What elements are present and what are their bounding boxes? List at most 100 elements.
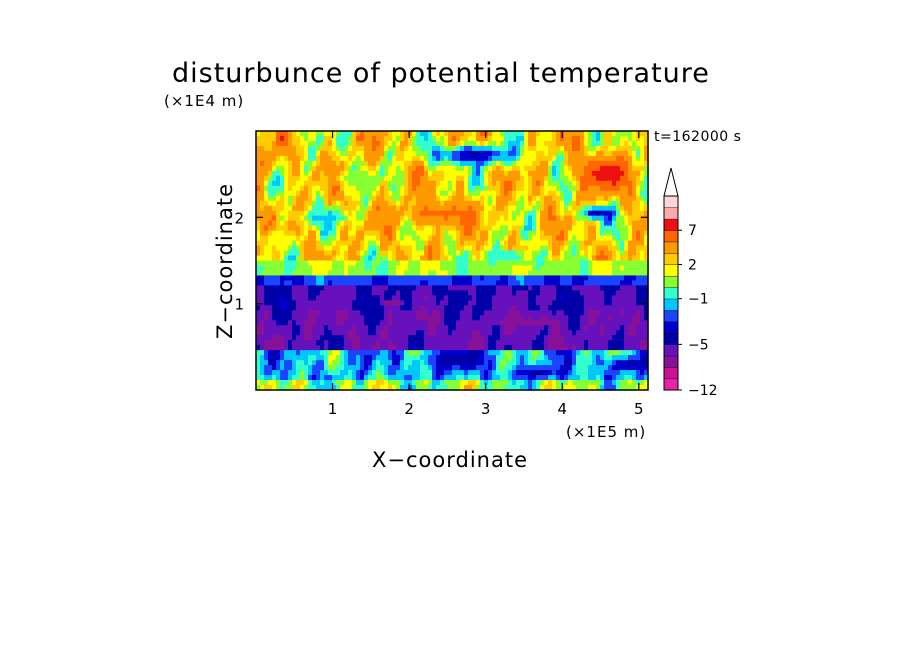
heatmap-cell — [428, 280, 433, 286]
heatmap-cell — [544, 250, 549, 257]
heatmap-cell — [496, 210, 501, 217]
heatmap-cell — [284, 305, 289, 311]
heatmap-cell — [352, 380, 357, 386]
heatmap-cell — [508, 315, 513, 321]
heatmap-cell — [476, 265, 481, 272]
heatmap-cell — [628, 215, 633, 222]
heatmap-cell — [488, 205, 493, 212]
heatmap-cell — [400, 335, 405, 341]
heatmap-cell — [496, 330, 501, 336]
heatmap-cell — [284, 285, 289, 291]
heatmap-cell — [592, 160, 597, 167]
heatmap-cell — [548, 230, 553, 237]
heatmap-cell — [568, 235, 573, 242]
heatmap-cell — [256, 275, 261, 282]
heatmap-cell — [564, 165, 569, 172]
heatmap-cell — [584, 180, 589, 187]
heatmap-cell — [564, 280, 569, 286]
heatmap-cell — [416, 365, 421, 371]
heatmap-cell — [416, 340, 421, 346]
heatmap-cell — [376, 225, 381, 232]
heatmap-cell — [580, 140, 585, 147]
heatmap-cell — [312, 370, 317, 376]
heatmap-cell — [608, 145, 613, 152]
heatmap-cell — [532, 305, 537, 311]
heatmap-cell — [616, 365, 621, 371]
heatmap-cell — [488, 190, 493, 197]
heatmap-cell — [284, 240, 289, 247]
heatmap-cell — [284, 345, 289, 351]
heatmap-cell — [268, 185, 273, 192]
heatmap-cell — [452, 145, 457, 152]
heatmap-cell — [556, 360, 561, 366]
heatmap-cell — [428, 320, 433, 326]
heatmap-cell — [284, 300, 289, 306]
heatmap-cell — [376, 360, 381, 366]
heatmap-cell — [272, 330, 277, 336]
heatmap-cell — [328, 205, 333, 212]
heatmap-cell — [556, 380, 561, 386]
heatmap-cell — [640, 290, 645, 296]
heatmap-cell — [640, 260, 645, 267]
heatmap-cell — [268, 275, 273, 282]
heatmap-cell — [564, 305, 569, 311]
heatmap-cell — [272, 370, 277, 376]
heatmap-cell — [576, 240, 581, 247]
heatmap-cell — [556, 160, 561, 167]
heatmap-cell — [560, 180, 565, 187]
heatmap-cell — [520, 150, 525, 157]
heatmap-cell — [604, 350, 609, 356]
heatmap-cell — [432, 210, 437, 217]
heatmap-cell — [620, 185, 625, 192]
heatmap-cell — [572, 310, 577, 316]
heatmap-cell — [452, 215, 457, 222]
heatmap-cell — [412, 330, 417, 336]
heatmap-cell — [484, 370, 489, 376]
heatmap-cell — [624, 225, 629, 232]
heatmap-cell — [612, 255, 617, 262]
heatmap-cell — [408, 165, 413, 172]
heatmap-cell — [532, 270, 537, 277]
heatmap-cell — [644, 200, 649, 207]
heatmap-cell — [516, 150, 521, 157]
heatmap-cell — [396, 300, 401, 306]
heatmap-cell — [512, 295, 517, 301]
heatmap-cell — [572, 290, 577, 296]
heatmap-cell — [396, 135, 401, 142]
heatmap-cell — [412, 355, 417, 361]
heatmap-cell — [588, 350, 593, 356]
heatmap-cell — [404, 195, 409, 202]
heatmap-cell — [628, 300, 633, 306]
heatmap-cell — [548, 345, 553, 351]
heatmap-cell — [396, 180, 401, 187]
heatmap-cell — [644, 365, 649, 371]
heatmap-cell — [384, 320, 389, 326]
heatmap-cell — [292, 255, 297, 262]
heatmap-cell — [368, 285, 373, 291]
heatmap-cell — [412, 205, 417, 212]
heatmap-cell — [468, 240, 473, 247]
heatmap-cell — [488, 200, 493, 207]
heatmap-cell — [432, 370, 437, 376]
heatmap-cell — [632, 360, 637, 366]
heatmap-cell — [360, 280, 365, 286]
heatmap-cell — [344, 305, 349, 311]
heatmap-cell — [444, 300, 449, 306]
heatmap-cell — [424, 240, 429, 247]
heatmap-cell — [420, 270, 425, 277]
heatmap-cell — [588, 345, 593, 351]
heatmap-cell — [556, 200, 561, 207]
heatmap-cell — [560, 220, 565, 227]
heatmap-cell — [284, 155, 289, 162]
heatmap-cell — [472, 250, 477, 257]
heatmap-cell — [436, 145, 441, 152]
heatmap-cell — [256, 355, 261, 361]
heatmap-cell — [612, 375, 617, 381]
heatmap-cell — [336, 185, 341, 192]
heatmap-cell — [508, 165, 513, 172]
heatmap-cell — [472, 240, 477, 247]
heatmap-cell — [400, 155, 405, 162]
heatmap-cell — [380, 355, 385, 361]
heatmap-cell — [544, 380, 549, 386]
heatmap-cell — [588, 155, 593, 162]
